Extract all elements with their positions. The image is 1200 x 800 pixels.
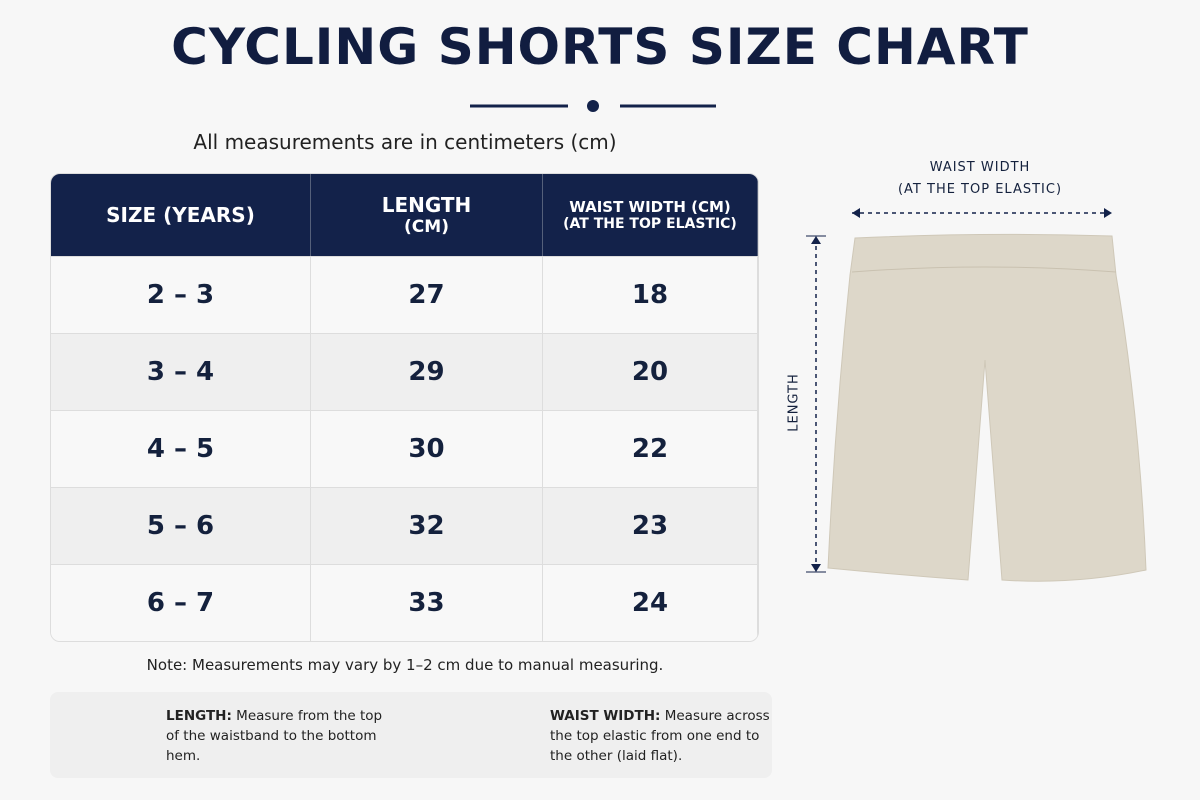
- header-line: WAIST WIDTH (CM): [569, 198, 731, 216]
- label-line: WAIST WIDTH: [929, 160, 1031, 175]
- cell: 22: [543, 410, 758, 487]
- cell: 4 – 5: [51, 410, 311, 487]
- header-line: (CM): [404, 217, 449, 237]
- tip: WAIST WIDTH: Measure across the top elas…: [550, 706, 770, 766]
- subtitle: All measurements are in centimeters (cm): [193, 130, 617, 154]
- cell: 5 – 6: [51, 487, 311, 564]
- column-header: SIZE (YEARS): [51, 174, 311, 256]
- tip-label: WAIST WIDTH:: [550, 708, 661, 724]
- tip-text: Measure from the top of the waistband to…: [166, 708, 383, 764]
- cell: 30: [311, 410, 543, 487]
- column-header: LENGTH (CM): [311, 174, 543, 256]
- cell: 2 – 3: [51, 256, 311, 333]
- header-line: LENGTH: [381, 193, 472, 217]
- tip-label: LENGTH:: [166, 708, 232, 724]
- label-line: (AT THE TOP ELASTIC): [897, 182, 1063, 197]
- cell: 20: [543, 333, 758, 410]
- cell: 29: [311, 333, 543, 410]
- title: CYCLING SHORTS SIZE CHART: [171, 18, 1029, 76]
- note: Note: Measurements may vary by 1–2 cm du…: [146, 656, 664, 674]
- cell: 33: [311, 564, 543, 641]
- waist-label: WAIST WIDTH (AT THE TOP ELASTIC): [850, 157, 1110, 201]
- tip: LENGTH: Measure from the top of the wais…: [166, 706, 386, 766]
- length-label: LENGTH: [786, 373, 802, 432]
- tip-text: Measure across the top elastic from one …: [550, 708, 770, 764]
- header-line: SIZE (YEARS): [106, 203, 255, 227]
- cell: 27: [311, 256, 543, 333]
- cell: 23: [543, 487, 758, 564]
- column-header: WAIST WIDTH (CM) (AT THE TOP ELASTIC): [543, 174, 758, 256]
- tips-box: [50, 692, 772, 778]
- cell: 24: [543, 564, 758, 641]
- cell: 18: [543, 256, 758, 333]
- cell: 32: [311, 487, 543, 564]
- header-line: (AT THE TOP ELASTIC): [563, 216, 737, 232]
- cell: 3 – 4: [51, 333, 311, 410]
- cell: 6 – 7: [51, 564, 311, 641]
- size-table: SIZE (YEARS) LENGTH (CM) WAIST WIDTH (CM) (A…: [50, 173, 759, 642]
